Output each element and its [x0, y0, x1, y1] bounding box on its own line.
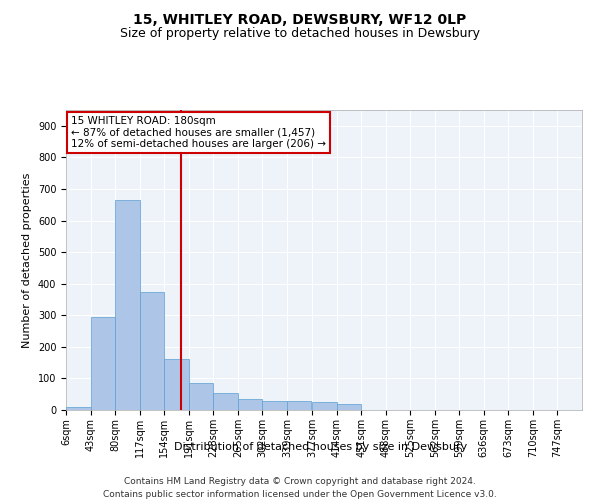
Text: Contains HM Land Registry data © Crown copyright and database right 2024.: Contains HM Land Registry data © Crown c…: [124, 478, 476, 486]
Text: Distribution of detached houses by size in Dewsbury: Distribution of detached houses by size …: [175, 442, 467, 452]
Bar: [91, 317, 115, 410]
Bar: [312, 402, 337, 410]
Y-axis label: Number of detached properties: Number of detached properties: [22, 172, 32, 348]
Text: 15 WHITLEY ROAD: 180sqm
← 87% of detached houses are smaller (1,457)
12% of semi: 15 WHITLEY ROAD: 180sqm ← 87% of detache…: [71, 116, 326, 149]
Bar: [66, 407, 91, 410]
Bar: [115, 200, 140, 410]
Text: Size of property relative to detached houses in Dewsbury: Size of property relative to detached ho…: [120, 28, 480, 40]
Bar: [238, 399, 262, 410]
Bar: [140, 292, 164, 410]
Bar: [337, 404, 361, 410]
Bar: [287, 402, 311, 410]
Bar: [262, 400, 287, 410]
Text: 15, WHITLEY ROAD, DEWSBURY, WF12 0LP: 15, WHITLEY ROAD, DEWSBURY, WF12 0LP: [133, 12, 467, 26]
Text: Contains public sector information licensed under the Open Government Licence v3: Contains public sector information licen…: [103, 490, 497, 499]
Bar: [188, 383, 213, 410]
Bar: [164, 360, 188, 410]
Bar: [213, 392, 238, 410]
